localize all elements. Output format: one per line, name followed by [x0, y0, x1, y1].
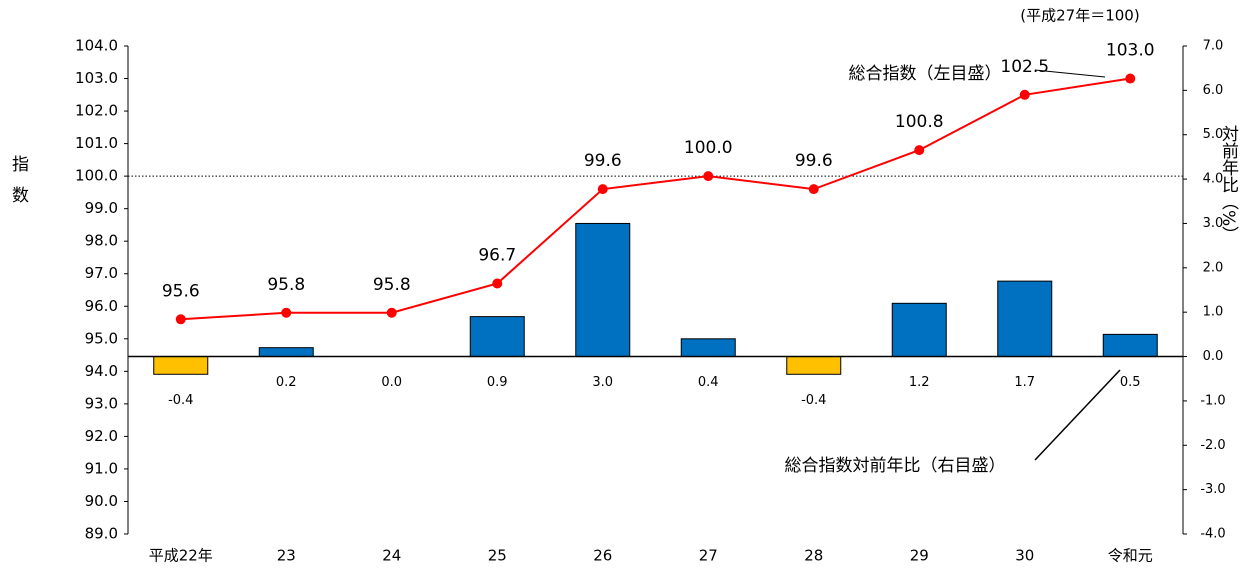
y2-tick-label: 3.0	[1203, 216, 1224, 231]
data-label: 95.8	[373, 275, 411, 295]
data-label: 0.0	[381, 375, 402, 390]
x-tick-label: 平成22年	[149, 547, 213, 565]
y-tick-label: 100.0	[75, 167, 118, 185]
bar	[469, 316, 525, 358]
y-tick-label: 102.0	[75, 102, 118, 120]
legend-label: 総合指数対前年比（右目盛）	[785, 456, 1006, 476]
bar	[153, 356, 209, 375]
bar	[258, 347, 314, 358]
x-tick-label: 28	[804, 547, 823, 565]
marker	[808, 184, 819, 195]
y2-tick-label: 1.0	[1203, 305, 1224, 320]
y-tick-label: 90.0	[85, 492, 118, 510]
bar	[997, 280, 1053, 358]
data-label: 3.0	[592, 375, 613, 390]
marker	[597, 184, 608, 195]
x-tick-label: 27	[699, 547, 718, 565]
data-label: 99.6	[584, 151, 622, 171]
data-label: -0.4	[168, 393, 193, 408]
x-tick-label: 30	[1015, 547, 1034, 565]
data-label: 99.6	[795, 151, 833, 171]
y2-tick-label: -2.0	[1200, 438, 1225, 453]
data-label: 1.2	[909, 375, 930, 390]
marker	[175, 314, 186, 325]
y-tick-label: 101.0	[75, 134, 118, 152]
y-tick-label: 98.0	[85, 232, 118, 250]
y-tick-label: 93.0	[85, 394, 118, 412]
y-tick-label: 104.0	[75, 37, 118, 55]
data-label: -0.4	[801, 393, 826, 408]
line	[180, 77, 1131, 321]
y2-tick-label: -4.0	[1200, 527, 1225, 542]
y2-tick-label: 5.0	[1203, 127, 1224, 142]
marker	[386, 307, 397, 318]
y-tick-label: 99.0	[85, 199, 118, 217]
x-tick-label: 23	[277, 547, 296, 565]
data-label: 95.6	[162, 281, 200, 301]
leader-line	[1034, 369, 1121, 461]
x-tick-label: 24	[382, 547, 401, 565]
y2-tick-label: -1.0	[1200, 393, 1225, 408]
x-tick-label: 29	[910, 547, 929, 565]
data-label: 95.8	[267, 275, 305, 295]
y-tick-label: 95.0	[85, 329, 118, 347]
y2-tick-label: 2.0	[1203, 260, 1224, 275]
data-label: 1.7	[1014, 375, 1035, 390]
y2-tick-label: 4.0	[1203, 172, 1224, 187]
marker	[1125, 73, 1136, 84]
marker	[281, 307, 292, 318]
y-tick-label: 89.0	[85, 525, 118, 543]
data-label: 100.0	[684, 138, 733, 158]
marker	[703, 171, 714, 182]
data-label: 102.5	[1000, 57, 1049, 77]
y2-tick-label: 0.0	[1203, 349, 1224, 364]
data-label: 0.4	[698, 375, 719, 390]
data-label: 0.2	[276, 375, 297, 390]
y-axis-label: 指数	[8, 155, 29, 217]
marker	[492, 278, 503, 289]
data-label: 0.9	[487, 375, 508, 390]
y-tick-label: 97.0	[85, 264, 118, 282]
y-tick-label: 103.0	[75, 69, 118, 87]
y2-tick-label: 7.0	[1203, 39, 1224, 54]
note: (平成27年＝100)	[1020, 7, 1139, 25]
y-tick-label: 94.0	[85, 362, 118, 380]
y2-axis-label: 対前年比（%）	[1218, 125, 1239, 243]
data-label: 0.5	[1120, 375, 1141, 390]
y-tick-label: 91.0	[85, 459, 118, 477]
data-label: 96.7	[478, 245, 516, 265]
y-tick-label: 92.0	[85, 427, 118, 445]
bar	[680, 338, 736, 358]
leader-line	[1034, 69, 1106, 78]
bar	[1102, 333, 1158, 358]
y2-tick-label: 6.0	[1203, 83, 1224, 98]
data-label: 100.8	[895, 112, 944, 132]
y2-tick-label: -3.0	[1200, 482, 1225, 497]
data-label: 103.0	[1106, 41, 1155, 61]
legend-label: 総合指数（左目盛）	[849, 64, 1002, 84]
x-tick-label: 25	[488, 547, 507, 565]
bar	[891, 302, 947, 358]
bar	[575, 222, 631, 358]
marker	[914, 145, 925, 156]
x-tick-label: 令和元	[1108, 547, 1153, 565]
y-tick-label: 96.0	[85, 297, 118, 315]
marker	[1019, 89, 1030, 100]
bar	[786, 356, 842, 375]
x-tick-label: 26	[593, 547, 612, 565]
